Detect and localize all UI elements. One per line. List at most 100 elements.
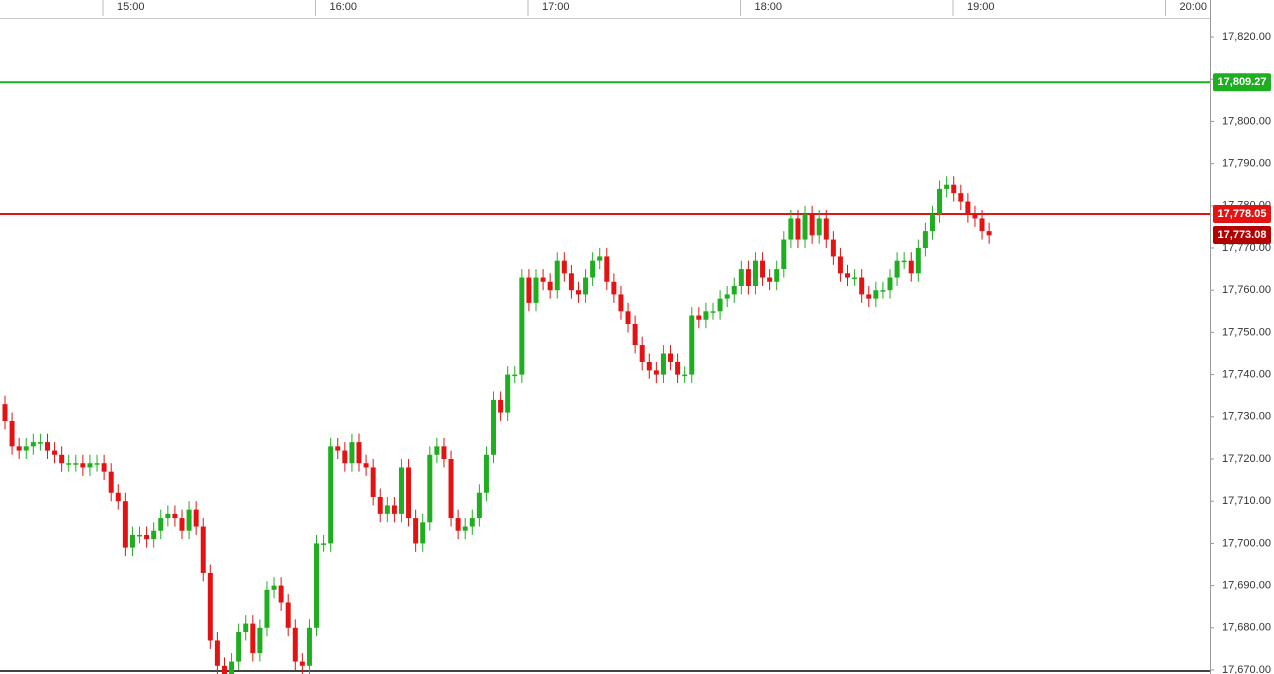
price-tag: [1213, 73, 1271, 92]
y-tick-label: 17,760.00: [1222, 284, 1271, 296]
x-tick-label: 18:00: [755, 1, 783, 13]
y-tick-label: 17,710.00: [1222, 495, 1271, 507]
candle-body: [87, 463, 93, 468]
candle-body: [590, 260, 596, 278]
candle-body: [646, 361, 652, 371]
candle-body: [929, 214, 935, 232]
y-tick-label: 17,680.00: [1222, 622, 1271, 634]
y-tick-label: 17,750.00: [1222, 326, 1271, 338]
candle-body: [398, 467, 404, 514]
y-tick-label: 17,770.00: [1222, 242, 1271, 254]
candle-body: [158, 518, 164, 531]
candle-body: [186, 509, 192, 531]
candle-body: [802, 214, 808, 240]
candle-body: [23, 446, 29, 451]
candle-body: [583, 277, 589, 295]
candle-body: [724, 294, 730, 299]
x-tick-label: 20:00: [1180, 1, 1208, 13]
y-tick-label: 17,740.00: [1222, 369, 1271, 381]
candle-body: [972, 214, 978, 219]
candle-body: [660, 353, 666, 375]
candle-body: [257, 627, 263, 654]
candle-body: [413, 518, 419, 544]
y-tick-label: 17,820.00: [1222, 31, 1271, 43]
candle-body: [901, 260, 907, 263]
candle-body: [314, 543, 320, 628]
candle-body: [363, 463, 369, 468]
candle-body: [866, 294, 872, 299]
candle-body: [675, 361, 681, 375]
y-tick-label: 17,690.00: [1222, 580, 1271, 592]
candle-body: [356, 442, 362, 464]
last-price-label: 17,773.08: [1218, 229, 1267, 241]
candle-body: [859, 277, 865, 295]
candle-body: [144, 534, 150, 540]
candle-body: [108, 471, 114, 493]
candle-body: [830, 239, 836, 257]
candle-body: [214, 640, 220, 666]
candle-body: [738, 269, 744, 286]
candle-body: [745, 269, 751, 286]
candle-body: [816, 218, 822, 236]
candle-body: [908, 260, 914, 274]
candle-body: [406, 467, 412, 519]
candle-body: [986, 231, 992, 236]
candle-body: [540, 277, 546, 282]
candle-body: [52, 450, 58, 455]
candle-body: [937, 188, 943, 215]
candle-body: [767, 277, 773, 282]
candle-body: [823, 218, 829, 240]
candle-body: [278, 585, 284, 603]
candle-body: [512, 374, 518, 377]
candle-body: [94, 463, 100, 465]
candle-body: [370, 467, 376, 497]
candle-body: [894, 260, 900, 278]
price-tag-label: 17,778.05: [1218, 208, 1267, 220]
candle-body: [951, 184, 957, 194]
candle-body: [221, 665, 227, 674]
candle-body: [115, 492, 121, 502]
candle-body: [172, 513, 178, 519]
candle-body: [236, 632, 242, 662]
candle-body: [200, 526, 206, 573]
candle-body: [880, 290, 886, 292]
candle-body: [717, 298, 723, 312]
y-tick-label: 17,670.00: [1222, 664, 1271, 674]
y-tick-label: 17,730.00: [1222, 411, 1271, 423]
candle-body: [207, 572, 213, 641]
candle-body: [80, 463, 86, 468]
candle-body: [781, 239, 787, 270]
candle-body: [101, 463, 107, 472]
candle-body: [575, 290, 581, 295]
candle-body: [483, 454, 489, 493]
candle-body: [122, 501, 128, 548]
candle-body: [328, 446, 334, 544]
x-tick-label: 17:00: [542, 1, 570, 13]
candle-body: [505, 374, 511, 413]
candle-body: [9, 421, 15, 447]
candle-body: [137, 534, 143, 537]
candle-body: [129, 534, 135, 548]
candle-body: [498, 399, 504, 413]
candle-body: [922, 231, 928, 248]
x-tick-label: 19:00: [967, 1, 995, 13]
candle-body: [915, 248, 921, 274]
candle-body: [434, 446, 440, 455]
candle-body: [44, 442, 50, 451]
candle-body: [703, 311, 709, 320]
candle-body: [760, 260, 766, 278]
candle-body: [809, 214, 815, 236]
candle-body: [321, 543, 327, 545]
candle-body: [965, 201, 971, 215]
candle-body: [837, 256, 843, 274]
candle-body: [285, 602, 291, 628]
candle-body: [427, 454, 433, 523]
candle-body: [349, 442, 355, 464]
candle-body: [165, 513, 171, 519]
candle-body: [639, 345, 645, 362]
candle-body: [2, 404, 8, 422]
candle-body: [491, 399, 497, 455]
price-tag-label: 17,809.27: [1218, 76, 1267, 88]
candle-body: [73, 463, 79, 465]
candle-body: [519, 277, 525, 375]
